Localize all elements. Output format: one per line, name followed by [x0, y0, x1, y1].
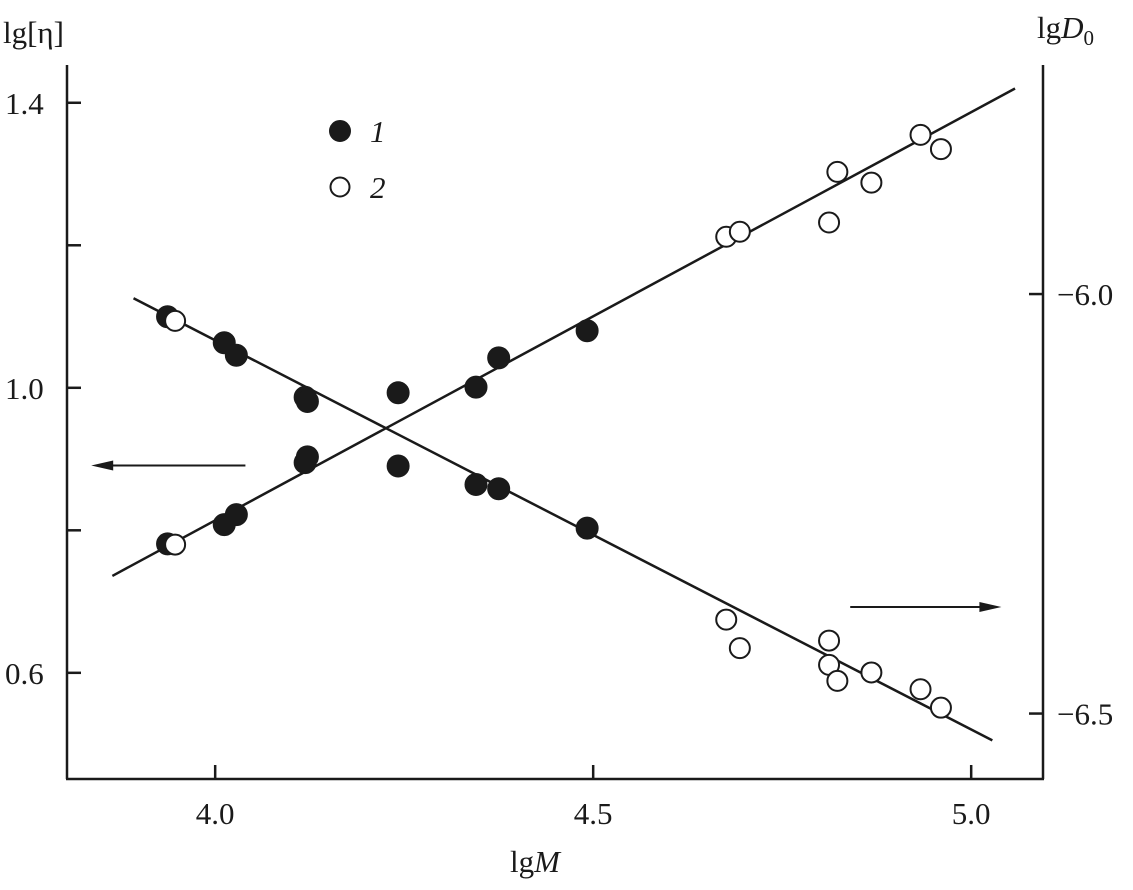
- filled-point-series-1-right: [224, 343, 248, 367]
- filled-point-series-1-left: [487, 346, 511, 370]
- y-left-tick-label: 1.0: [5, 371, 44, 406]
- arrow-right: [850, 602, 1002, 613]
- open-point-series-2-left: [826, 160, 849, 183]
- filled-point-series-1-right: [386, 454, 410, 478]
- open-point-series-2-left: [728, 220, 751, 243]
- data-points: [156, 123, 952, 719]
- open-point-series-2-right: [826, 669, 849, 692]
- x-axis-label: lgM: [510, 844, 562, 879]
- x-label-M: M: [533, 844, 562, 879]
- y-right-label: lgD0: [1037, 10, 1094, 50]
- x-label-lg: lg: [510, 844, 534, 879]
- arrow-head: [979, 602, 1002, 613]
- fit-line-left: [111, 87, 1016, 578]
- open-point-series-2-left: [909, 123, 932, 146]
- open-point-series-2-right: [715, 608, 738, 631]
- open-point-series-2-left: [929, 138, 952, 161]
- legend-marker-filled: [329, 120, 351, 142]
- open-point-series-2-right: [909, 678, 932, 701]
- legend-label-1: 1: [370, 114, 386, 149]
- arrow-left: [91, 460, 246, 471]
- filled-point-series-1-right: [464, 473, 488, 497]
- legend-marker-open: [329, 176, 351, 198]
- ticks: 4.0 4.5 5.0 1.4 1.0 0.6 −6.0 −6.5: [5, 86, 1113, 831]
- open-point-series-2-right: [728, 637, 751, 660]
- y-left-tick-label: 1.4: [5, 86, 44, 121]
- y-right-tick-label: −6.5: [1057, 697, 1113, 732]
- open-point-series-2-left: [164, 533, 187, 556]
- filled-point-series-1-right: [295, 389, 319, 413]
- axes: [65, 65, 1045, 781]
- legend: 1 2: [329, 114, 386, 205]
- arrows: [91, 460, 1002, 613]
- x-tick-label: 4.0: [196, 796, 235, 831]
- y-left-tick-label: 0.6: [5, 656, 44, 691]
- filled-point-series-1-right: [487, 477, 511, 501]
- y-right-tick-label: −6.0: [1057, 277, 1113, 312]
- x-tick-label: 5.0: [952, 796, 991, 831]
- y-left-label: lg[η]: [3, 15, 64, 50]
- x-tick-label: 4.5: [574, 796, 613, 831]
- y-right-label-D: D: [1060, 10, 1083, 45]
- open-point-series-2-right: [164, 309, 187, 332]
- open-point-series-2-left: [818, 211, 841, 234]
- filled-point-series-1-left: [575, 319, 599, 343]
- open-point-series-2-right: [929, 696, 952, 719]
- filled-point-series-1-left: [464, 375, 488, 399]
- arrow-head: [91, 460, 114, 471]
- open-point-series-2-right: [860, 661, 883, 684]
- filled-point-series-1-left: [224, 503, 248, 527]
- y-right-label-lg: lg: [1037, 10, 1061, 45]
- open-point-series-2-left: [860, 171, 883, 194]
- filled-point-series-1-left: [295, 445, 319, 469]
- fit-lines: [111, 87, 1016, 742]
- open-point-series-2-right: [818, 629, 841, 652]
- filled-point-series-1-left: [386, 381, 410, 405]
- filled-point-series-1-right: [575, 516, 599, 540]
- legend-label-2: 2: [370, 170, 386, 205]
- y-right-label-sub: 0: [1084, 26, 1095, 50]
- fit-line-right: [132, 297, 993, 742]
